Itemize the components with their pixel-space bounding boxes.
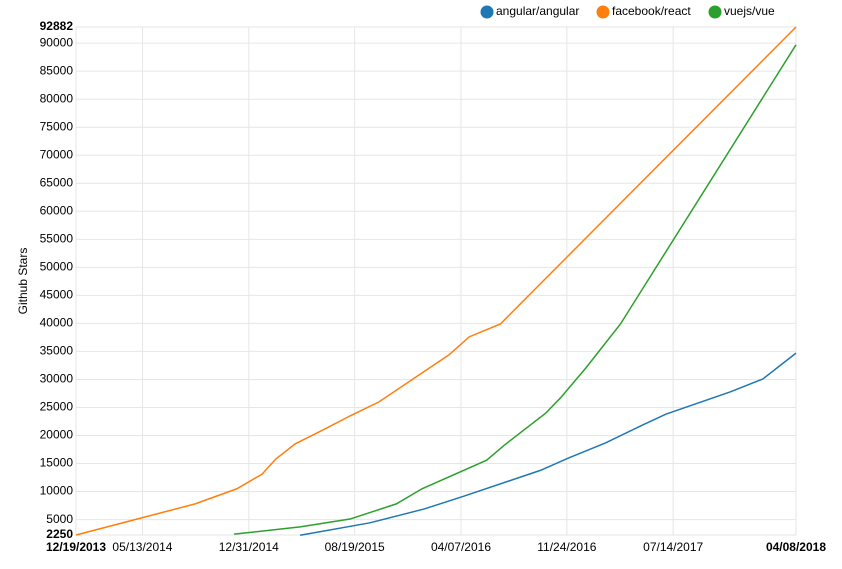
y-tick-label: 50000 xyxy=(40,260,74,274)
x-tick-label: 12/31/2014 xyxy=(219,540,279,554)
y-tick-label: 85000 xyxy=(40,63,74,77)
legend-label: vuejs/vue xyxy=(724,4,775,18)
y-tick-label: 90000 xyxy=(40,35,74,49)
legend-label: facebook/react xyxy=(612,4,691,18)
y-tick-label: 25000 xyxy=(40,400,74,414)
y-tick-label: 55000 xyxy=(40,232,74,246)
series-line xyxy=(299,352,797,537)
y-tick-label: 92882 xyxy=(40,19,74,33)
y-tick-label: 35000 xyxy=(40,344,74,358)
legend-label: angular/angular xyxy=(496,4,579,18)
y-tick-label: 70000 xyxy=(40,147,74,161)
x-tick-label: 08/19/2015 xyxy=(325,540,385,554)
y-axis-label: Github Stars xyxy=(16,248,30,315)
series-line xyxy=(75,26,797,536)
y-tick-label: 40000 xyxy=(40,316,74,330)
legend-marker xyxy=(596,5,610,19)
x-tick-label: 07/14/2017 xyxy=(643,540,703,554)
x-tick-label: 04/08/2018 xyxy=(766,540,826,554)
y-tick-label: 30000 xyxy=(40,372,74,386)
y-tick-label: 15000 xyxy=(40,456,74,470)
y-tick-label: 20000 xyxy=(40,428,74,442)
x-tick-label: 05/13/2014 xyxy=(112,540,172,554)
x-tick-label: 12/19/2013 xyxy=(46,540,106,554)
legend-marker xyxy=(480,5,494,19)
legend-marker xyxy=(708,5,722,19)
series-line xyxy=(234,44,797,535)
y-tick-label: 75000 xyxy=(40,119,74,133)
y-tick-label: 60000 xyxy=(40,203,74,217)
y-tick-label: 5000 xyxy=(46,512,73,526)
y-tick-label: 10000 xyxy=(40,484,74,498)
x-tick-label: 04/07/2016 xyxy=(431,540,491,554)
y-tick-label: 65000 xyxy=(40,175,74,189)
y-tick-label: 45000 xyxy=(40,288,74,302)
y-tick-label: 2250 xyxy=(46,527,73,541)
y-tick-label: 80000 xyxy=(40,91,74,105)
x-tick-label: 11/24/2016 xyxy=(537,540,596,554)
